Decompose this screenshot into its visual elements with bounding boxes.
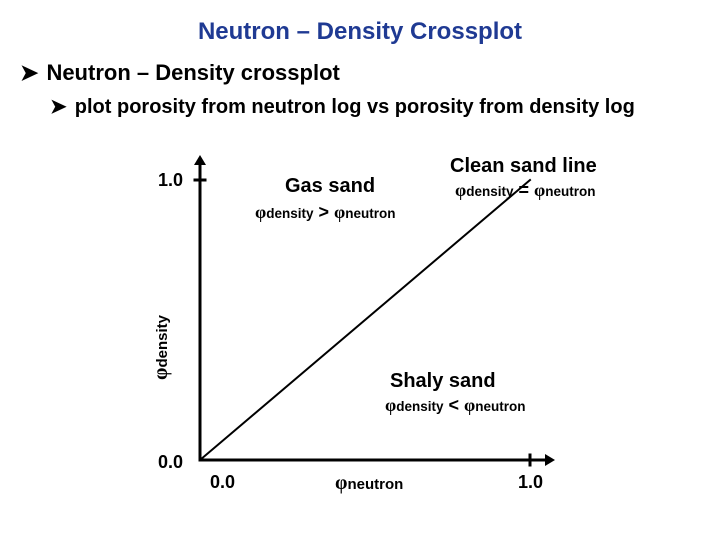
- bullet-1: ➤ Neutron – Density crossplot: [20, 60, 700, 86]
- xtick-1-label: 1.0: [518, 472, 543, 493]
- bullet-2: ➤ plot porosity from neutron log vs poro…: [50, 94, 700, 119]
- bullet-2-text: plot porosity from neutron log vs porosi…: [75, 96, 635, 119]
- bullet-1-glyph: ➤: [20, 60, 38, 86]
- shaly-eq-lhs-sub: density: [396, 399, 443, 414]
- clean-eq-rhs-phi: φ: [534, 180, 545, 200]
- y-axis-sub: density: [154, 315, 171, 368]
- bullet-1-text: Neutron – Density crossplot: [46, 60, 339, 86]
- shaly-sand-eq: φdensity < φneutron: [385, 395, 526, 416]
- xtick-0-label: 0.0: [210, 472, 235, 493]
- page-title: Neutron – Density Crossplot: [0, 18, 720, 46]
- gas-eq-lhs-phi: φ: [255, 202, 266, 222]
- crossplot: 1.0 0.0 0.0 1.0 φdensity φneutron Clean …: [140, 160, 600, 520]
- x-axis-phi: φ: [335, 472, 347, 494]
- bullet-list: ➤ Neutron – Density crossplot ➤ plot por…: [20, 60, 700, 119]
- y-axis-label: φdensity: [150, 315, 173, 380]
- gas-eq-rhs-phi: φ: [334, 202, 345, 222]
- clean-sand-title: Clean sand line: [450, 155, 597, 178]
- ytick-0-label: 0.0: [158, 452, 183, 473]
- bullet-2-glyph: ➤: [50, 94, 67, 119]
- shaly-sand-title: Shaly sand: [390, 370, 496, 393]
- shaly-eq-rhs-sub: neutron: [475, 399, 525, 414]
- clean-eq-op: =: [514, 180, 535, 200]
- gas-eq-lhs-sub: density: [266, 206, 313, 221]
- gas-sand-title: Gas sand: [285, 175, 375, 198]
- clean-eq-rhs-sub: neutron: [545, 184, 595, 199]
- y-axis-phi: φ: [150, 368, 172, 380]
- ytick-1-label: 1.0: [158, 170, 183, 191]
- shaly-eq-lhs-phi: φ: [385, 395, 396, 415]
- x-axis-label: φneutron: [335, 472, 403, 495]
- gas-sand-eq: φdensity > φneutron: [255, 202, 396, 223]
- gas-eq-rhs-sub: neutron: [345, 206, 395, 221]
- clean-eq-lhs-sub: density: [466, 184, 513, 199]
- shaly-eq-op: <: [444, 395, 465, 415]
- shaly-eq-rhs-phi: φ: [464, 395, 475, 415]
- x-axis-sub: neutron: [347, 476, 403, 493]
- clean-eq-lhs-phi: φ: [455, 180, 466, 200]
- clean-sand-eq: φdensity = φneutron: [455, 180, 596, 201]
- gas-eq-op: >: [314, 202, 335, 222]
